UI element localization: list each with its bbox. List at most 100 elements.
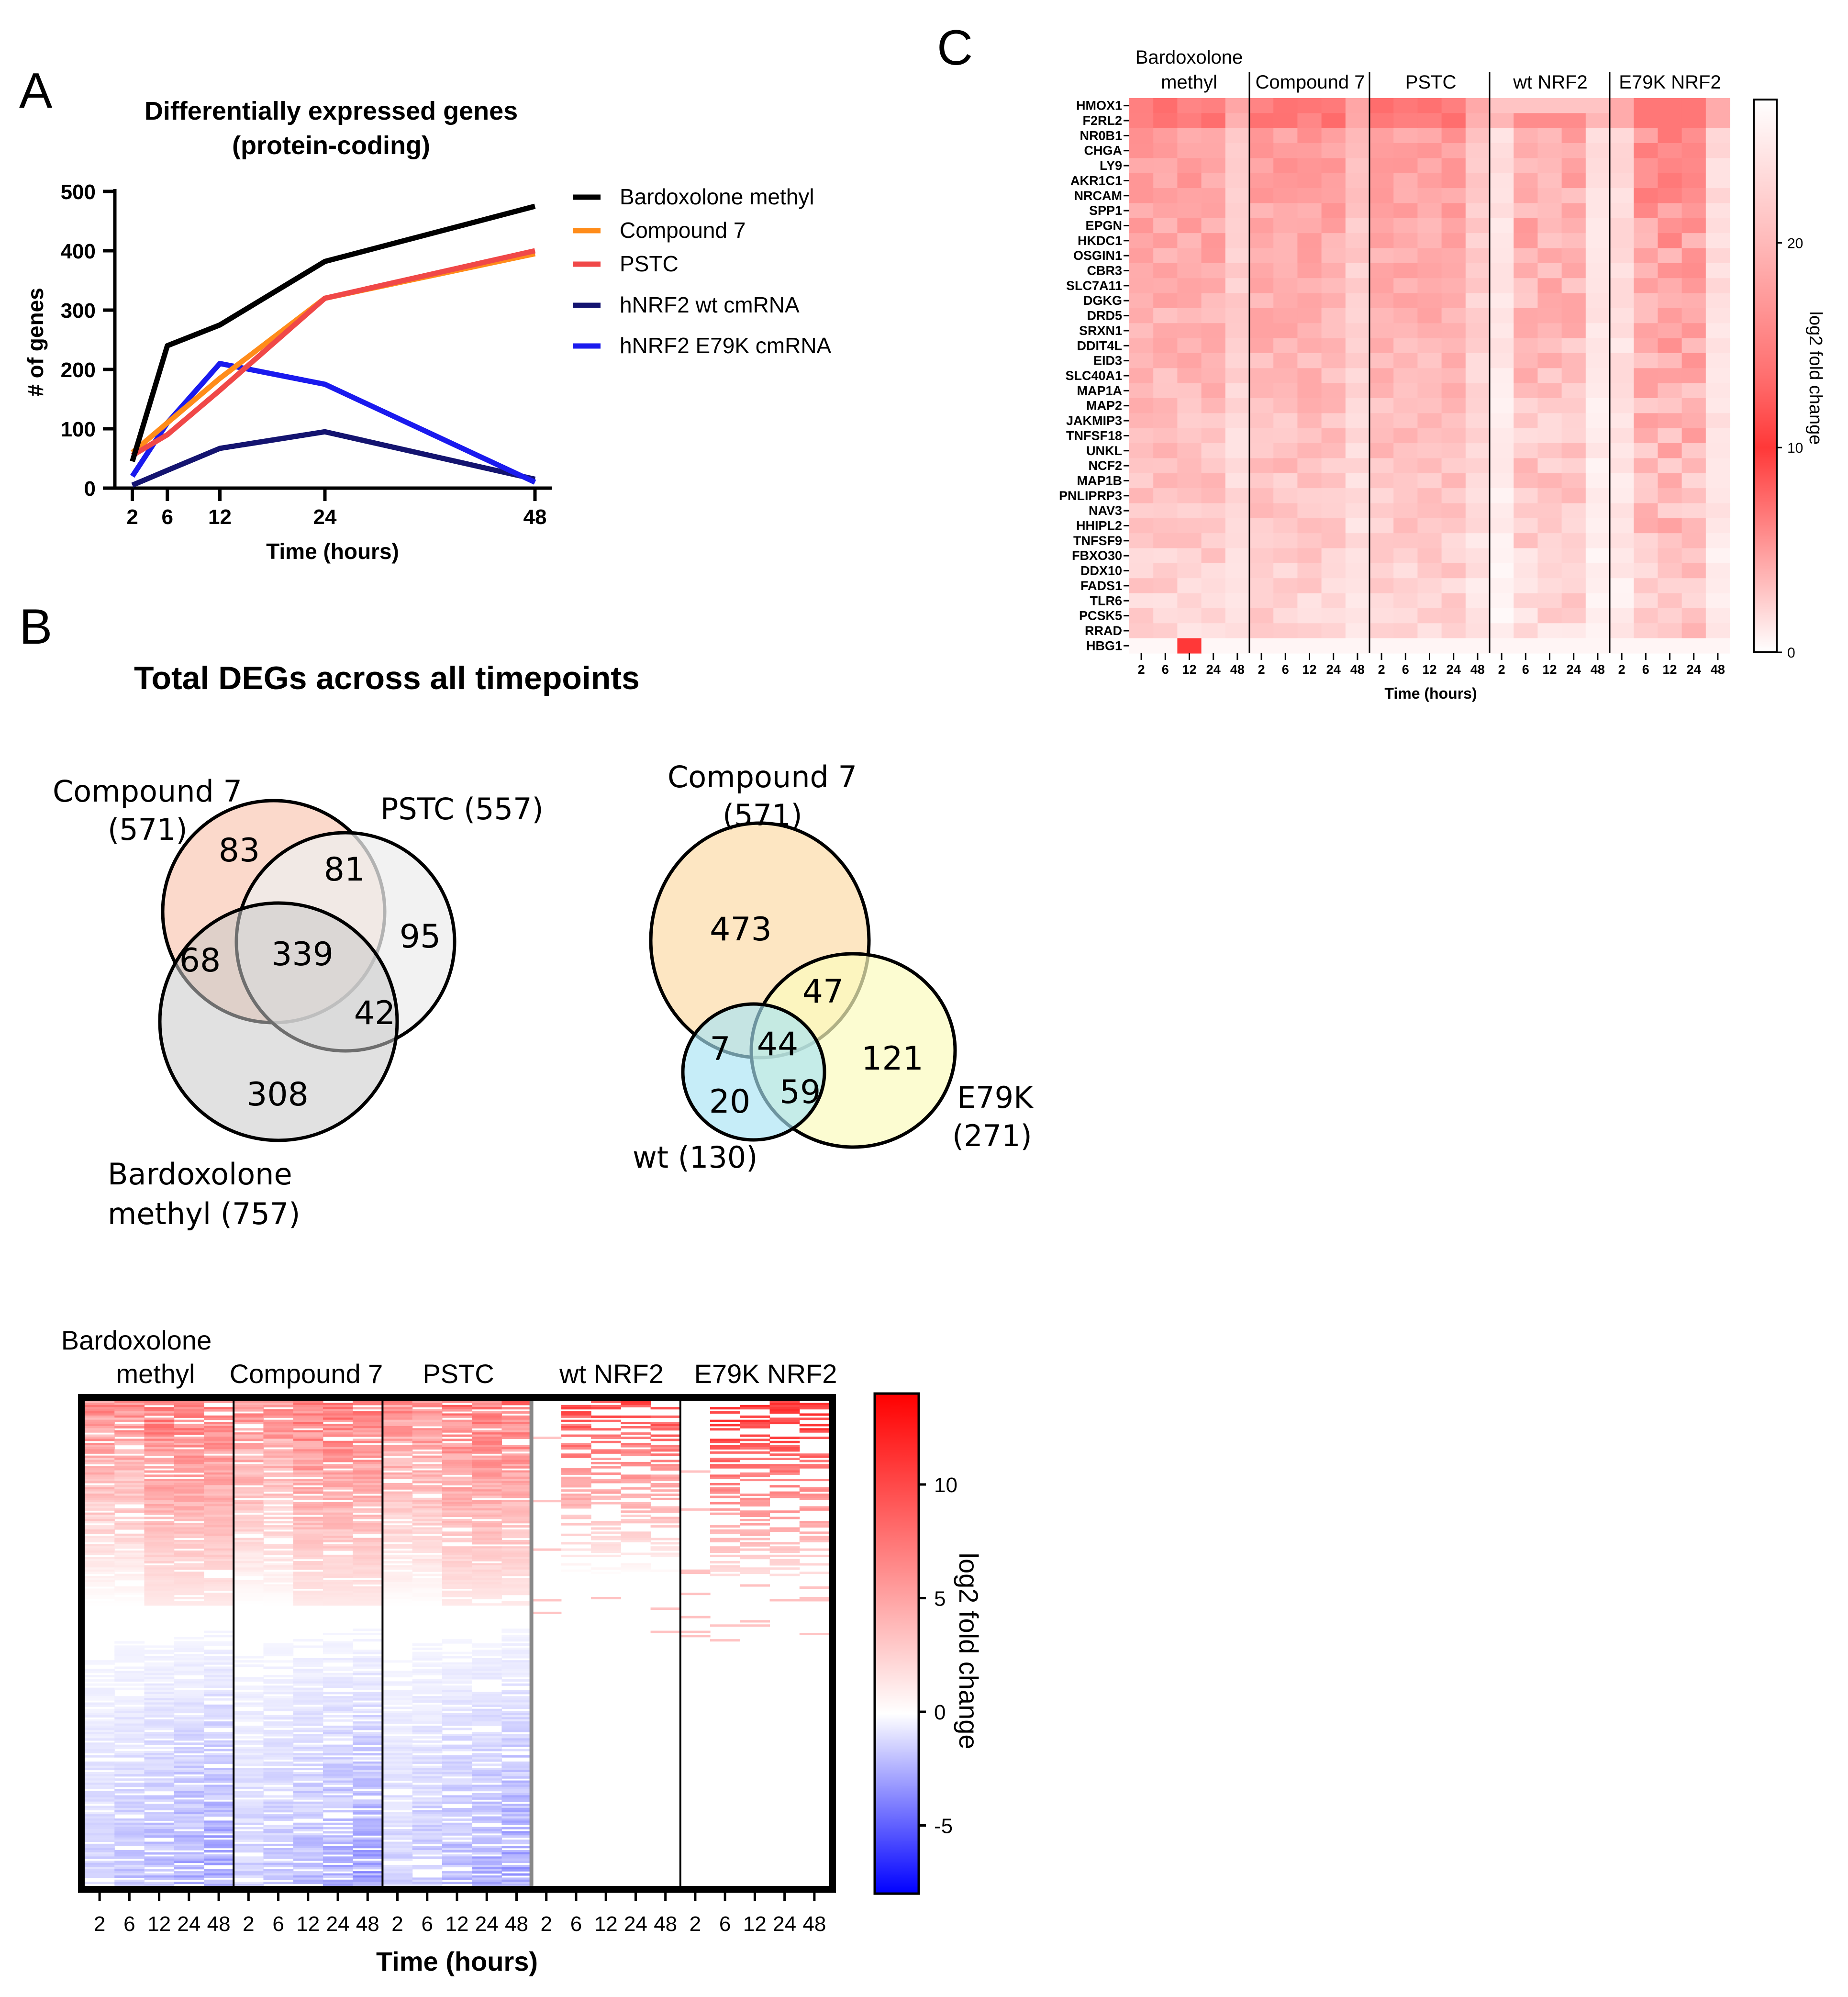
heatmap-b-cell — [263, 1782, 294, 1785]
heatmap-b-cell — [203, 1679, 234, 1682]
heatmap-c-cell — [1129, 503, 1154, 519]
heatmap-b-cell — [472, 1846, 502, 1849]
heatmap-c-cell — [1321, 383, 1346, 399]
heatmap-b-cell — [412, 1424, 443, 1427]
heatmap-b-cell — [621, 1536, 651, 1539]
heatmap-b-cell — [442, 1493, 472, 1496]
heatmap-b-cell — [293, 1481, 323, 1484]
heatmap-c-cell — [1561, 293, 1586, 309]
heatmap-b-cell — [144, 1814, 175, 1817]
heatmap-b-cell — [203, 1707, 234, 1709]
heatmap-c-cell — [1369, 143, 1394, 159]
heatmap-b-cell — [621, 1540, 651, 1542]
heatmap-b-cell — [501, 1786, 532, 1789]
heatmap-c-cell — [1465, 128, 1490, 144]
heatmap-c-cell — [1537, 263, 1562, 279]
heatmap-b-cell — [85, 1481, 115, 1484]
heatmap-b-cell — [293, 1502, 323, 1505]
heatmap-c-cell — [1201, 593, 1226, 609]
heatmap-b-cell — [353, 1470, 383, 1473]
heatmap-b-cell — [591, 1572, 621, 1574]
heatmap-b-cell — [442, 1829, 472, 1831]
heatmap-b-cell — [323, 1806, 353, 1808]
heatmap-b-cell — [740, 1523, 770, 1526]
heatmap-b-cell — [353, 1662, 383, 1665]
heatmap-b-cell — [382, 1820, 413, 1823]
heatmap-c-cell — [1465, 368, 1490, 384]
heatmap-c-cell — [1393, 548, 1418, 564]
heatmap-b-cell — [382, 1837, 413, 1840]
heatmap-b-cell — [353, 1658, 383, 1661]
heatmap-b-cell — [650, 1521, 681, 1524]
heatmap-c-x-tick-label: 48 — [1470, 662, 1485, 677]
heatmap-b-cell — [382, 1415, 413, 1418]
heatmap-c-cell — [1610, 98, 1634, 113]
heatmap-b-cell — [85, 1765, 115, 1768]
heatmap-b-cell — [85, 1704, 115, 1707]
heatmap-b-cell — [412, 1757, 443, 1760]
heatmap-b-cell — [85, 1569, 115, 1572]
heatmap-b-cell — [382, 1761, 413, 1764]
heatmap-b-cell — [203, 1500, 234, 1503]
heatmap-c-cell — [1417, 368, 1442, 384]
heatmap-b-cell — [144, 1542, 175, 1545]
heatmap-b-cell — [144, 1572, 175, 1574]
heatmap-b-cell — [234, 1763, 264, 1766]
heatmap-b-cell — [442, 1580, 472, 1583]
heatmap-b-cell — [234, 1835, 264, 1838]
gene-label: DRD5 — [1087, 309, 1122, 323]
heatmap-b-cell — [382, 1428, 413, 1431]
heatmap-b-x-tick-label: 24 — [773, 1912, 796, 1936]
heatmap-b-cell — [174, 1485, 204, 1488]
heatmap-b-cell — [442, 1590, 472, 1593]
heatmap-b-cell — [293, 1829, 323, 1831]
heatmap-c-cell — [1681, 353, 1706, 368]
heatmap-b-cell — [263, 1729, 294, 1732]
heatmap-b-cell — [293, 1694, 323, 1696]
heatmap-b-cell — [174, 1747, 204, 1750]
heatmap-b-cell — [174, 1491, 204, 1494]
heatmap-b-cell — [144, 1789, 175, 1792]
heatmap-b-cell — [174, 1481, 204, 1484]
heatmap-b-cell — [144, 1858, 175, 1861]
heatmap-b-cell — [353, 1430, 383, 1433]
heatmap-c-cell — [1249, 353, 1274, 368]
heatmap-b-cell — [472, 1848, 502, 1851]
heatmap-b-cell — [353, 1474, 383, 1477]
heatmap-b-cell — [114, 1683, 145, 1686]
heatmap-b-cell — [323, 1778, 353, 1781]
heatmap-b-cell — [442, 1782, 472, 1785]
heatmap-b-cell — [412, 1704, 443, 1707]
heatmap-b-cell — [263, 1428, 294, 1431]
heatmap-b-cell — [353, 1856, 383, 1859]
heatmap-b-cell — [799, 1430, 830, 1433]
heatmap-c-cell — [1658, 398, 1682, 413]
heatmap-c-cell — [1273, 518, 1298, 534]
heatmap-b-cell — [203, 1540, 234, 1542]
heatmap-b-cell — [412, 1428, 443, 1431]
heatmap-b-cell — [382, 1458, 413, 1461]
heatmap-b-cell — [323, 1850, 353, 1853]
heatmap-b-cell — [591, 1497, 621, 1500]
heatmap-b-cell — [472, 1445, 502, 1448]
heatmap-b-cell — [621, 1415, 651, 1418]
heatmap-b-cell — [263, 1850, 294, 1853]
heatmap-b-cell — [353, 1572, 383, 1574]
heatmap-b-cell — [174, 1761, 204, 1764]
heatmap-b-cell — [412, 1846, 443, 1849]
heatmap-b-cell — [442, 1548, 472, 1551]
heatmap-b-cell — [114, 1536, 145, 1539]
heatmap-b-cell — [85, 1472, 115, 1475]
heatmap-b-cell — [203, 1753, 234, 1756]
heatmap-b-cell — [144, 1841, 175, 1844]
heatmap-b-cell — [740, 1451, 770, 1454]
heatmap-c-cell — [1321, 473, 1346, 489]
heatmap-b-cell — [234, 1820, 264, 1823]
heatmap-b-cell — [234, 1814, 264, 1817]
heatmap-c-cell — [1129, 98, 1154, 113]
heatmap-b-cell — [442, 1489, 472, 1492]
heatmap-b-cell — [263, 1721, 294, 1724]
heatmap-b-cell — [293, 1707, 323, 1709]
heatmap-b-cell — [85, 1588, 115, 1591]
heatmap-b-cell — [293, 1479, 323, 1482]
